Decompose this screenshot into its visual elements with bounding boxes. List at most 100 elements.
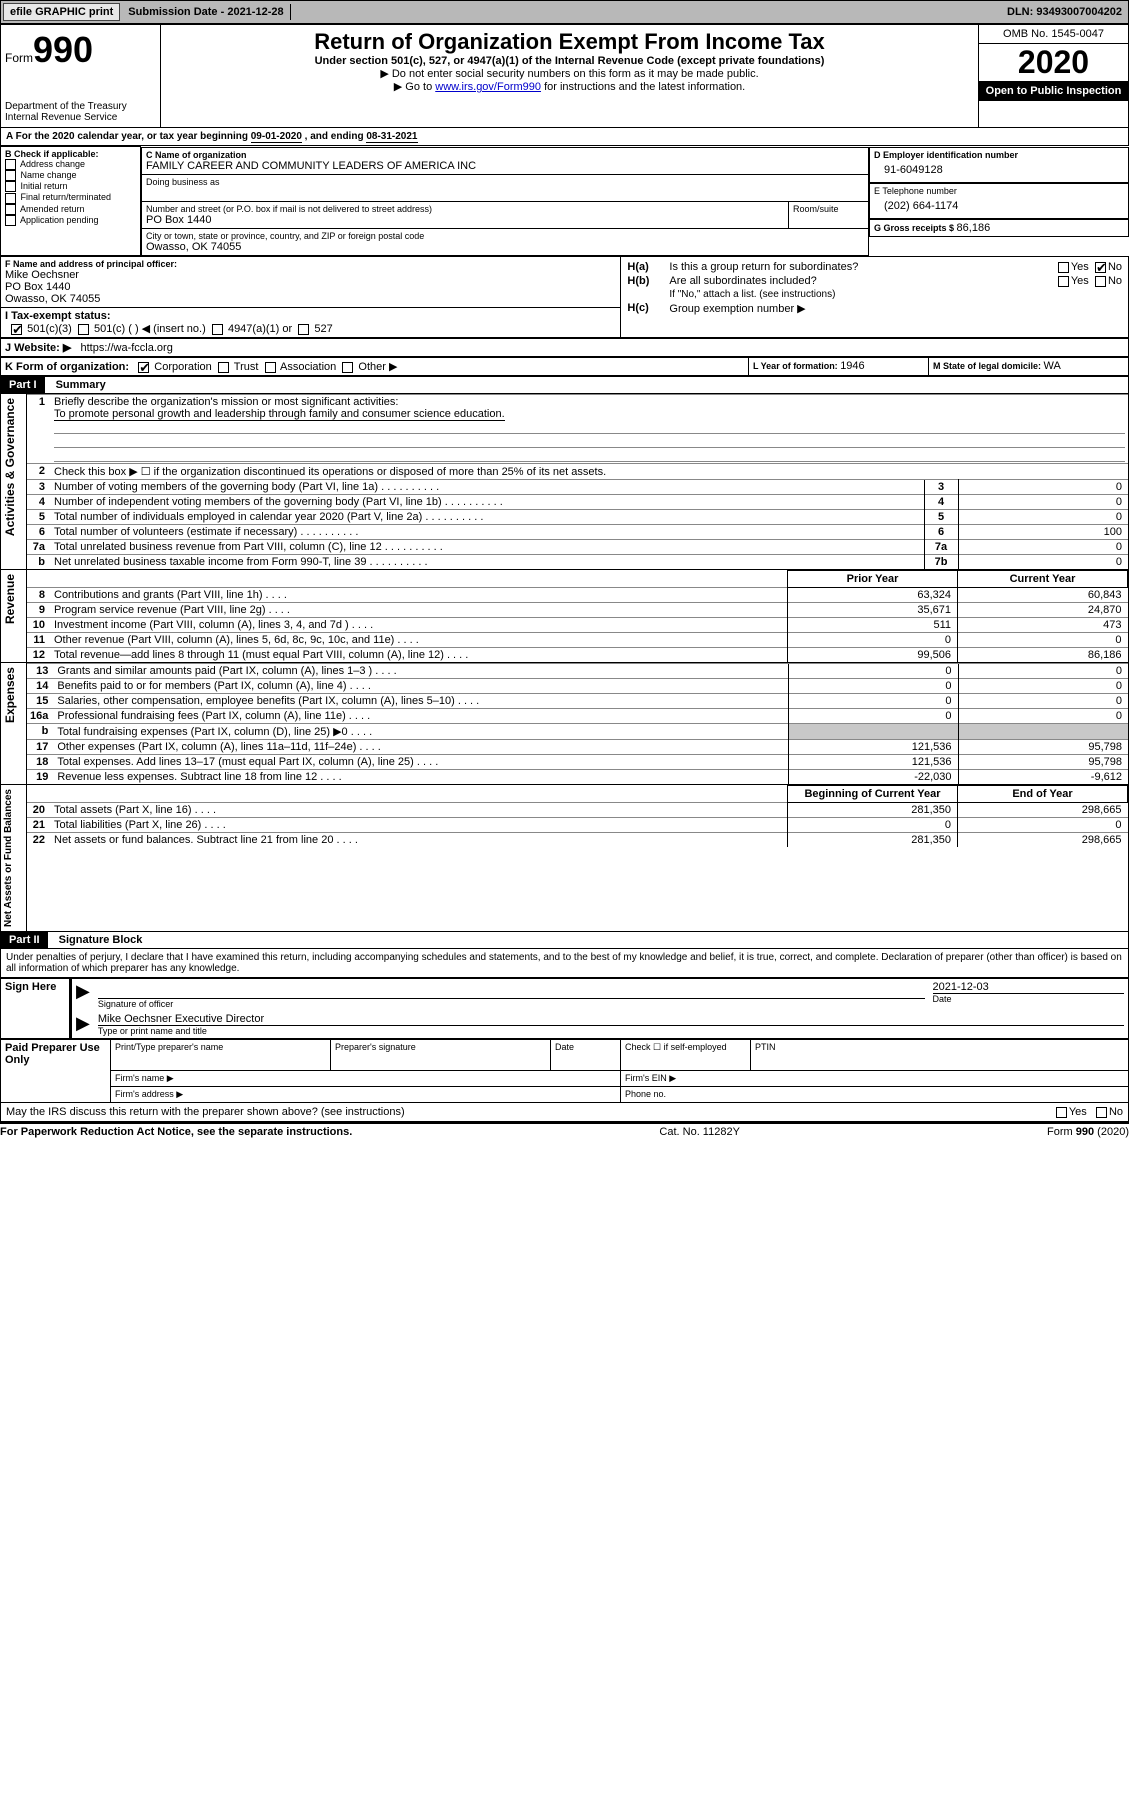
firm-ein-label: Firm's EIN ▶ <box>621 1071 1129 1087</box>
pp-name-label: Print/Type preparer's name <box>115 1042 326 1052</box>
pp-date-label: Date <box>555 1042 616 1052</box>
omb-number: OMB No. 1545-0047 <box>979 25 1128 44</box>
tax-year: 2020 <box>979 44 1128 81</box>
boxb-checkbox[interactable] <box>5 170 16 181</box>
col-end: End of Year <box>958 786 1128 803</box>
org-name-label: C Name of organization <box>146 150 864 160</box>
q2-text: Check this box ▶ ☐ if the organization d… <box>51 464 1128 480</box>
instr-link: ▶ Go to www.irs.gov/Form990 for instruct… <box>165 80 974 93</box>
city-label: City or town, state or province, country… <box>146 231 864 241</box>
boxb-checkbox[interactable] <box>5 181 16 192</box>
boxb-item: Final return/terminated <box>5 192 136 203</box>
form-org-checkbox[interactable] <box>342 362 353 373</box>
summary-line: 9Program service revenue (Part VIII, lin… <box>27 603 1128 618</box>
may-irs-no-checkbox[interactable] <box>1096 1107 1107 1118</box>
submission-date: Submission Date - 2021-12-28 <box>122 4 290 20</box>
phone: (202) 664-1174 <box>874 196 1124 216</box>
summary-line: 10Investment income (Part VIII, column (… <box>27 618 1128 633</box>
hb-yes-checkbox[interactable] <box>1058 276 1069 287</box>
form-org-option: Corporation <box>132 361 212 373</box>
may-irs-yes-checkbox[interactable] <box>1056 1107 1067 1118</box>
pp-ptin-label: PTIN <box>755 1042 1124 1052</box>
summary-line: 17Other expenses (Part IX, column (A), l… <box>27 740 1128 755</box>
summary-line: 5Total number of individuals employed in… <box>27 510 1128 525</box>
boxb-checkbox[interactable] <box>5 193 16 204</box>
officer-label: F Name and address of principal officer: <box>5 259 616 269</box>
summary-line: bNet unrelated business taxable income f… <box>27 555 1128 570</box>
side-ag: Activities & Governance <box>1 394 19 540</box>
form-org-option: Trust <box>212 361 259 373</box>
tax-exempt-checkbox[interactable] <box>298 324 309 335</box>
dln: DLN: 93493007004202 <box>1001 4 1128 20</box>
sign-here-label: Sign Here <box>1 979 71 1039</box>
summary-line: 12Total revenue—add lines 8 through 11 (… <box>27 648 1128 663</box>
firm-addr-label: Firm's address ▶ <box>111 1087 621 1103</box>
footer-mid: Cat. No. 11282Y <box>659 1126 740 1138</box>
year-formation-label: L Year of formation: <box>753 361 840 371</box>
tax-exempt-checkbox[interactable] <box>212 324 223 335</box>
tax-exempt-checkbox[interactable] <box>78 324 89 335</box>
boxb-checkbox[interactable] <box>5 215 16 226</box>
form-word: Form <box>5 51 33 65</box>
tax-exempt-option: 4947(a)(1) or <box>206 323 292 335</box>
room-label: Room/suite <box>793 204 864 214</box>
q1-answer: To promote personal growth and leadershi… <box>54 408 505 421</box>
form-org-checkbox[interactable] <box>265 362 276 373</box>
side-exp: Expenses <box>1 663 19 727</box>
summary-line: 8Contributions and grants (Part VIII, li… <box>27 588 1128 603</box>
year-formation: 1946 <box>840 360 864 372</box>
summary-line: 13Grants and similar amounts paid (Part … <box>27 664 1128 679</box>
summary-line: 20Total assets (Part X, line 16) . . . .… <box>27 803 1128 818</box>
boxb-item: Amended return <box>5 204 136 215</box>
col-begin: Beginning of Current Year <box>788 786 958 803</box>
boxb-checkbox[interactable] <box>5 204 16 215</box>
boxb-item: Initial return <box>5 181 136 192</box>
hb-no-checkbox[interactable] <box>1095 276 1106 287</box>
summary-line: 18Total expenses. Add lines 13–17 (must … <box>27 755 1128 770</box>
ha-text: Is this a group return for subordinates? <box>669 261 1005 273</box>
form-org-option: Association <box>258 361 336 373</box>
hb-label: H(b) <box>627 275 667 287</box>
efile-print-button[interactable]: efile GRAPHIC print <box>3 3 120 21</box>
part1-label: Part I <box>1 377 45 393</box>
tax-exempt-option: 527 <box>292 323 333 335</box>
tax-exempt-checkbox[interactable] <box>11 324 22 335</box>
tax-exempt-label: I Tax-exempt status: <box>5 310 111 322</box>
website-url: https://wa-fccla.org <box>81 342 173 354</box>
officer-addr2: Owasso, OK 74055 <box>5 293 616 305</box>
org-name: FAMILY CAREER AND COMMUNITY LEADERS OF A… <box>146 160 864 172</box>
side-rev: Revenue <box>1 570 19 628</box>
part2-title: Signature Block <box>51 932 151 948</box>
sig-date: 2021-12-03 <box>933 981 1125 994</box>
form-org-label: K Form of organization: <box>5 361 129 373</box>
summary-line: 11Other revenue (Part VIII, column (A), … <box>27 633 1128 648</box>
form-org-checkbox[interactable] <box>218 362 229 373</box>
summary-line: 3Number of voting members of the governi… <box>27 480 1128 495</box>
pp-sig-label: Preparer's signature <box>335 1042 546 1052</box>
firm-phone-label: Phone no. <box>621 1087 1129 1103</box>
form-org-checkbox[interactable] <box>138 362 149 373</box>
ha-no-checkbox[interactable] <box>1095 262 1106 273</box>
public-inspection: Open to Public Inspection <box>979 81 1128 101</box>
officer-addr1: PO Box 1440 <box>5 281 616 293</box>
summary-line: 16aProfessional fundraising fees (Part I… <box>27 709 1128 724</box>
ha-yes-checkbox[interactable] <box>1058 262 1069 273</box>
ha-label: H(a) <box>627 261 667 273</box>
typed-name: Mike Oechsner Executive Director <box>98 1013 1124 1026</box>
ein-label: D Employer identification number <box>874 150 1124 160</box>
irs-link[interactable]: www.irs.gov/Form990 <box>435 81 541 93</box>
city-state-zip: Owasso, OK 74055 <box>146 241 864 253</box>
phone-label: E Telephone number <box>874 186 1124 196</box>
part1-title: Summary <box>48 377 114 393</box>
summary-line: 4Number of independent voting members of… <box>27 495 1128 510</box>
boxb-checkbox[interactable] <box>5 159 16 170</box>
summary-line: 19Revenue less expenses. Subtract line 1… <box>27 770 1128 785</box>
summary-line: 7aTotal unrelated business revenue from … <box>27 540 1128 555</box>
addr-label: Number and street (or P.O. box if mail i… <box>146 204 784 214</box>
sig-officer-label: Signature of officer <box>98 999 925 1009</box>
hc-text: Group exemption number ▶ <box>669 302 1122 315</box>
form-subtitle: Under section 501(c), 527, or 4947(a)(1)… <box>165 55 974 67</box>
summary-line: 14Benefits paid to or for members (Part … <box>27 679 1128 694</box>
tax-exempt-option: 501(c) ( ) ◀ (insert no.) <box>72 323 206 335</box>
form-org-option: Other ▶ <box>336 361 397 373</box>
